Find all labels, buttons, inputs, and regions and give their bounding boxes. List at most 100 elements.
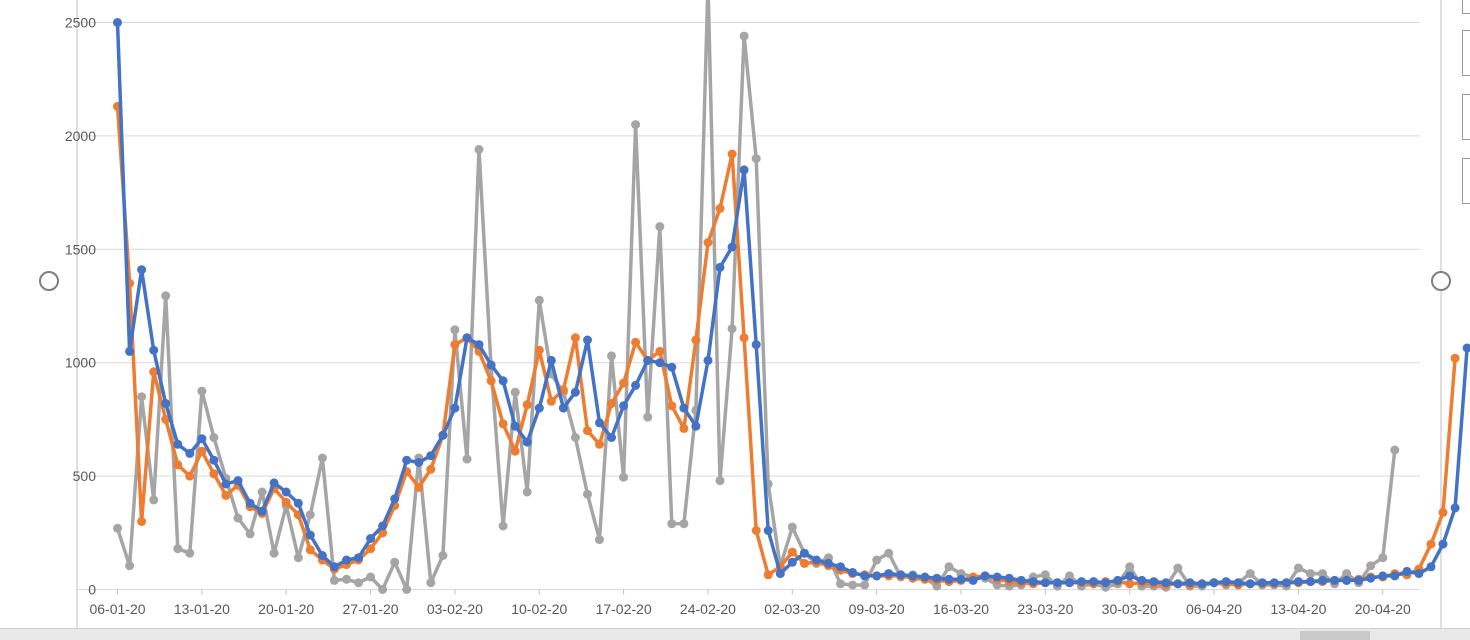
series-3-point — [510, 387, 520, 397]
series-3-point — [450, 325, 460, 335]
series-3-point — [534, 295, 544, 305]
right-resize-handle[interactable] — [1431, 271, 1451, 291]
y-tick-label: 1000 — [65, 355, 96, 371]
series-2-point — [631, 337, 641, 347]
series-1-point — [1450, 503, 1460, 513]
series-3-point — [667, 519, 677, 529]
series-1-point — [402, 455, 412, 465]
series-3-point — [860, 580, 870, 590]
series-1-point — [149, 345, 159, 355]
series-3-point — [1342, 569, 1352, 579]
series-3-point — [149, 495, 159, 505]
series-3-point — [293, 553, 303, 563]
x-tick-label: 24-02-20 — [680, 601, 736, 617]
left-resize-handle[interactable] — [39, 271, 59, 291]
series-2-point — [787, 547, 797, 557]
series-1-point — [1125, 571, 1135, 581]
series-3-point — [185, 548, 195, 558]
series-3-point — [474, 145, 484, 154]
x-tick-label: 13-04-20 — [1270, 601, 1326, 617]
series-2-point — [727, 149, 737, 159]
series-3-point — [233, 513, 243, 523]
series-1-point — [378, 521, 388, 531]
series-3-point — [570, 433, 580, 442]
series-1-point — [1330, 575, 1340, 585]
series-3-point — [1173, 563, 1183, 573]
side-panel-box[interactable] — [1462, 0, 1470, 14]
x-tick-label: 27-01-20 — [343, 601, 399, 617]
series-1-point — [209, 455, 219, 465]
series-3-point — [257, 487, 267, 497]
series-1-point — [836, 562, 845, 572]
series-1-point — [137, 265, 147, 275]
series-2-point — [366, 544, 376, 554]
x-tick-label: 20-01-20 — [258, 601, 314, 617]
side-panel-box[interactable] — [1462, 30, 1470, 76]
series-1-point — [426, 451, 436, 461]
series-3-point — [522, 487, 532, 497]
series-3-point — [1040, 570, 1050, 580]
series-1-point — [848, 568, 858, 577]
series-1-point — [619, 401, 629, 411]
x-tick-label: 09-03-20 — [849, 601, 905, 617]
gridlines — [77, 22, 1420, 590]
series-3-point — [848, 580, 858, 590]
y-axis-labels: 0 500 1000 1500 2000 2500 — [65, 15, 96, 598]
series-3-point — [137, 392, 147, 402]
series-1-point — [1378, 571, 1388, 581]
series-1-point — [510, 421, 520, 431]
series-1-point — [1209, 578, 1219, 588]
series-1-point — [655, 358, 665, 368]
side-panel-box[interactable] — [1462, 94, 1470, 140]
series-1-point — [1293, 577, 1303, 587]
series-3-point — [197, 386, 207, 396]
series-3-point — [884, 548, 894, 558]
series-1-point — [414, 458, 424, 467]
series-1-point — [390, 494, 400, 504]
x-axis-labels: 06-01-20 13-01-20 20-01-20 27-01-20 03-02-20… — [89, 589, 1411, 617]
series-3-point — [715, 476, 725, 486]
y-tick-label: 2500 — [65, 15, 96, 31]
series-1-point — [221, 479, 231, 489]
series-2-point — [450, 340, 460, 350]
series-1-point — [860, 571, 870, 581]
series-2-point — [691, 335, 701, 345]
series-1-point — [1390, 571, 1400, 581]
series-3-point — [1293, 563, 1303, 573]
view-tab[interactable] — [1300, 631, 1370, 640]
series-1-point — [1462, 343, 1470, 353]
series-3-point — [679, 519, 689, 529]
series-3-point — [390, 557, 400, 567]
series-1-point — [920, 572, 930, 582]
series-3-point — [305, 510, 315, 520]
series-1-point — [534, 403, 544, 413]
series-1-point — [1257, 578, 1267, 588]
side-panel-box[interactable] — [1462, 158, 1470, 204]
series-2-point — [498, 419, 508, 429]
series-1-point — [113, 18, 122, 27]
series-1-point — [607, 433, 616, 442]
series-1-point — [257, 506, 267, 516]
series-3-point — [739, 31, 749, 41]
series-3-point — [329, 575, 339, 585]
series-3-point — [269, 548, 279, 558]
series-1-point — [245, 498, 255, 508]
series-1-point — [546, 355, 556, 365]
series-1 — [113, 18, 1470, 589]
x-tick-label: 20-04-20 — [1355, 601, 1411, 617]
series-1-point — [787, 557, 797, 567]
series-1-point — [558, 403, 568, 413]
series-1-line — [115, 22, 1469, 586]
series-1-point — [1052, 578, 1062, 588]
series-3-point — [366, 572, 376, 582]
series-3-point — [161, 291, 171, 301]
series-1-point — [1197, 579, 1207, 589]
series-1-point — [305, 530, 315, 540]
x-tick-label: 30-03-20 — [1102, 601, 1158, 617]
series-3-point — [631, 120, 641, 130]
series-1-point — [1149, 577, 1159, 587]
series-1-point — [1028, 577, 1038, 587]
series-1-point — [643, 355, 653, 365]
series-1-point — [595, 418, 604, 428]
